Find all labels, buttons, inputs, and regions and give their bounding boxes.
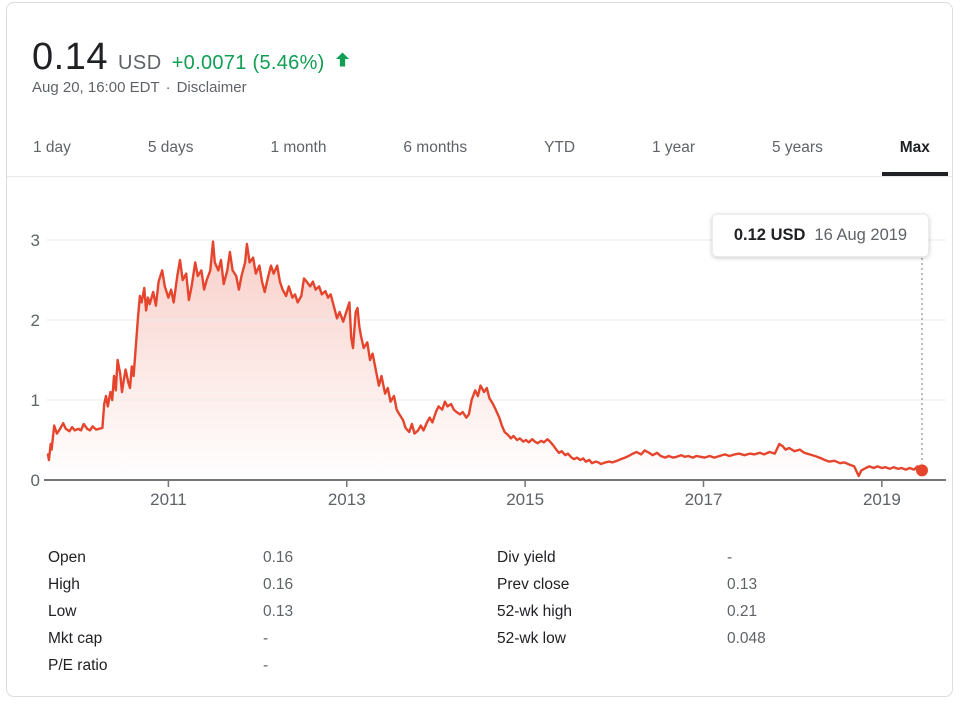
y-tick-label: 3 <box>31 231 40 250</box>
quote-timestamp: Aug 20, 16:00 EDT <box>32 79 160 96</box>
stat-row: High 0.16 <box>48 571 438 598</box>
tab-1-year[interactable]: 1 year <box>651 139 696 156</box>
endpoint-dot <box>916 464 928 477</box>
stat-value: 0.16 <box>263 548 294 566</box>
stat-row: Div yield - <box>497 544 887 571</box>
stats-right-column: Div yield - Prev close 0.13 52-wk high 0.21 52… <box>497 544 887 652</box>
tab-1-day[interactable]: 1 day <box>33 139 71 156</box>
stat-label: Open <box>48 548 86 566</box>
area-fill <box>48 241 922 480</box>
stat-value: 0.13 <box>727 575 758 593</box>
time-range-tabs: 1 day 5 days 1 month 6 months YTD 1 year 5 yea… <box>7 120 952 177</box>
price-line <box>46 240 924 478</box>
stat-label: P/E ratio <box>48 656 108 674</box>
stat-row: Mkt cap - <box>48 625 438 652</box>
x-tick-label: 2017 <box>685 490 723 509</box>
stat-row: Open 0.16 <box>48 544 438 571</box>
stat-row: 52-wk high 0.21 <box>497 598 887 625</box>
tab-5-days[interactable]: 5 days <box>147 139 194 156</box>
y-tick-label: 0 <box>31 471 40 490</box>
price-change: +0.0071 (5.46%) <box>171 52 325 74</box>
stat-row: 52-wk low 0.048 <box>497 625 887 652</box>
stat-label: Prev close <box>497 575 570 593</box>
tooltip-date: 16 Aug 2019 <box>814 226 908 244</box>
stat-value: 0.13 <box>263 602 294 620</box>
stat-value: - <box>263 656 269 674</box>
x-tick-label: 2013 <box>328 490 366 509</box>
stat-value: 0.16 <box>263 575 294 593</box>
stat-label: 52-wk high <box>497 602 572 620</box>
currency-label: USD <box>117 52 162 74</box>
up-arrow-icon <box>335 52 350 67</box>
y-tick-label: 1 <box>31 391 40 410</box>
stat-value: - <box>263 629 269 647</box>
stat-row: P/E ratio - <box>48 652 438 679</box>
tab-ytd[interactable]: YTD <box>544 139 576 156</box>
stat-row: Prev close 0.13 <box>497 571 887 598</box>
price-chart[interactable]: 0 1 2 3 2011 2013 2015 2017 2019 <box>0 180 960 520</box>
stat-value: 0.21 <box>727 602 758 620</box>
x-tick-label: 2015 <box>506 490 544 509</box>
stat-label: Low <box>48 602 77 620</box>
stat-label: Div yield <box>497 548 556 566</box>
x-tick-label: 2011 <box>150 490 187 509</box>
disclaimer-link[interactable]: Disclaimer <box>176 79 247 96</box>
current-price: 0.14 <box>32 36 108 78</box>
stats-left-column: Open 0.16 High 0.16 Low 0.13 Mkt cap - P/E ratio… <box>48 544 438 679</box>
stat-value: - <box>727 548 733 566</box>
tab-6-months[interactable]: 6 months <box>403 139 468 156</box>
stat-value: 0.048 <box>727 629 766 647</box>
tab-max[interactable]: Max <box>881 120 949 176</box>
stat-label: High <box>48 575 80 593</box>
tooltip-price: 0.12 USD <box>733 226 806 244</box>
chart-tooltip: 0.12 USD 16 Aug 2019 <box>712 214 929 257</box>
stat-row: Low 0.13 <box>48 598 438 625</box>
quote-subheader: Aug 20, 16:00 EDT · Disclaimer <box>32 79 247 96</box>
tab-1-month[interactable]: 1 month <box>270 139 327 156</box>
tab-5-years[interactable]: 5 years <box>772 139 823 156</box>
stat-label: 52-wk low <box>497 629 566 647</box>
x-tick-label: 2019 <box>863 490 901 509</box>
y-tick-label: 2 <box>31 311 40 330</box>
separator-dot: · <box>165 79 171 96</box>
stat-label: Mkt cap <box>48 629 103 647</box>
quote-header: 0.14 USD +0.0071 (5.46%) <box>32 36 350 79</box>
